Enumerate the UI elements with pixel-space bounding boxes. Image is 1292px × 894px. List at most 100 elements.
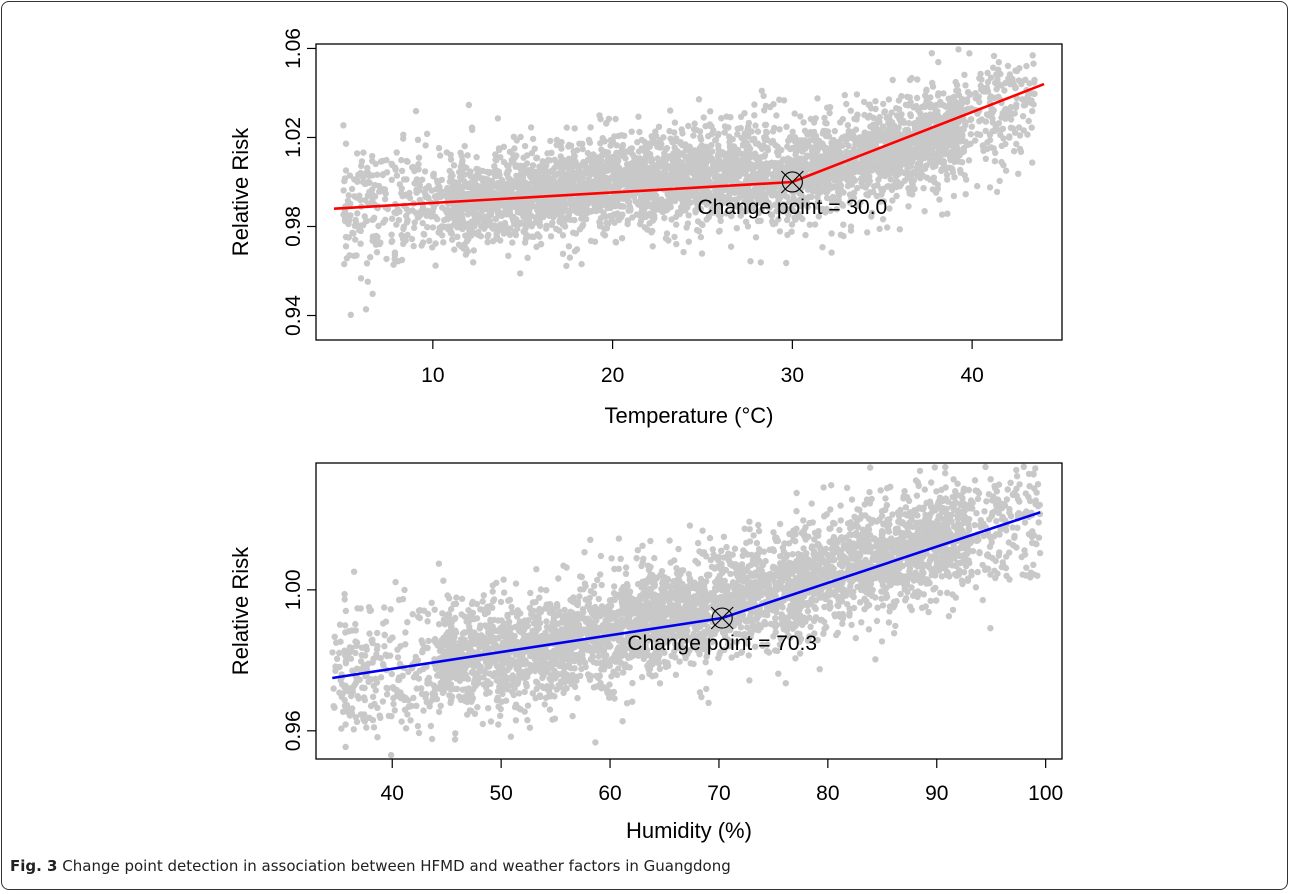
scatter-point: [926, 117, 933, 124]
scatter-point: [341, 177, 348, 185]
scatter-point: [853, 116, 860, 123]
scatter-point: [400, 240, 407, 248]
scatter-point: [342, 243, 350, 250]
scatter-point: [872, 105, 879, 113]
scatter-point: [615, 535, 623, 542]
scatter-point: [438, 188, 445, 195]
scatter-point: [689, 147, 697, 154]
scatter-point: [599, 135, 606, 142]
scatter-point: [685, 212, 692, 219]
scatter-point: [725, 124, 732, 131]
scatter-point: [925, 608, 932, 616]
scatter-point: [351, 193, 358, 200]
scatter-point: [1024, 98, 1031, 106]
scatter-point: [425, 182, 432, 190]
scatter-point: [381, 196, 389, 203]
scatter-point: [1004, 62, 1012, 70]
scatter-point: [432, 240, 439, 247]
scatter-point: [465, 235, 472, 243]
scatter-point: [348, 185, 356, 193]
scatter-point: [822, 119, 829, 127]
scatter-point: [494, 204, 502, 211]
scatter-point: [769, 128, 777, 135]
scatter-point: [953, 82, 961, 89]
scatter-point: [1013, 140, 1020, 148]
scatter-point: [909, 191, 916, 198]
scatter-point: [854, 111, 861, 118]
scatter-point: [531, 145, 538, 152]
scatter-point: [647, 537, 654, 545]
scatter-point: [420, 230, 427, 238]
scatter-point: [901, 141, 909, 149]
scatter-point: [604, 149, 612, 156]
scatter-point: [934, 92, 942, 99]
scatter-point: [936, 196, 943, 203]
scatter-point: [734, 131, 741, 138]
scatter-point: [791, 110, 798, 117]
scatter-point: [807, 115, 814, 123]
scatter-point: [537, 240, 545, 248]
scatter-point: [1023, 62, 1030, 70]
scatter-point: [597, 140, 604, 147]
scatter-point: [694, 218, 702, 225]
scatter-point: [458, 168, 465, 175]
scatter-point: [404, 216, 411, 224]
scatter-point: [680, 248, 687, 256]
scatter-point: [558, 145, 565, 152]
scatter-point: [354, 210, 361, 217]
scatter-point: [559, 232, 567, 239]
scatter-point: [685, 238, 692, 245]
scatter-point: [357, 275, 365, 282]
scatter-point: [927, 94, 934, 101]
scatter-point: [587, 237, 595, 244]
scatter-point: [514, 173, 522, 180]
scatter-point: [906, 146, 914, 153]
scatter-point: [404, 158, 411, 165]
scatter-point: [340, 187, 347, 194]
scatter-point: [363, 169, 370, 177]
scatter-point: [623, 161, 631, 168]
scatter-point: [377, 158, 385, 165]
scatter-point: [893, 192, 900, 200]
scatter-point: [496, 211, 503, 218]
scatter-point: [548, 210, 556, 217]
scatter-point: [824, 188, 831, 195]
scatter-point: [885, 158, 892, 166]
scatter-point: [785, 137, 792, 144]
scatter-point: [369, 693, 377, 700]
scatter-point: [862, 136, 869, 143]
scatter-point: [588, 180, 595, 187]
scatter-point: [390, 261, 397, 268]
scatter-point: [371, 193, 379, 200]
scatter-point: [586, 199, 593, 206]
scatter-point: [889, 197, 896, 204]
scatter-point: [723, 113, 730, 120]
scatter-point: [1002, 105, 1009, 113]
scatter-point: [832, 176, 840, 183]
scatter-point: [611, 133, 618, 140]
scatter-point: [431, 606, 438, 613]
scatter-point: [892, 178, 900, 186]
scatter-point: [895, 170, 902, 178]
scatter-point: [487, 718, 495, 725]
scatter-point: [990, 52, 998, 60]
scatter-point: [676, 176, 683, 184]
scatter-point: [984, 145, 991, 153]
scatter-point: [842, 133, 849, 140]
scatter-point: [868, 141, 875, 148]
scatter-point: [730, 175, 737, 182]
scatter-point: [775, 152, 782, 159]
scatter-point: [667, 107, 674, 114]
scatter-point: [533, 214, 540, 221]
scatter-point: [521, 202, 529, 210]
scatter-point: [633, 555, 640, 562]
scatter-point: [837, 182, 845, 189]
scatter-point: [412, 107, 420, 115]
scatter-point: [752, 234, 760, 241]
scatter-point: [673, 240, 680, 248]
scatter-point: [554, 197, 562, 205]
scatter-point: [855, 166, 862, 174]
scatter-point: [690, 132, 697, 139]
scatter-point: [776, 174, 783, 181]
scatter-point: [398, 156, 405, 164]
